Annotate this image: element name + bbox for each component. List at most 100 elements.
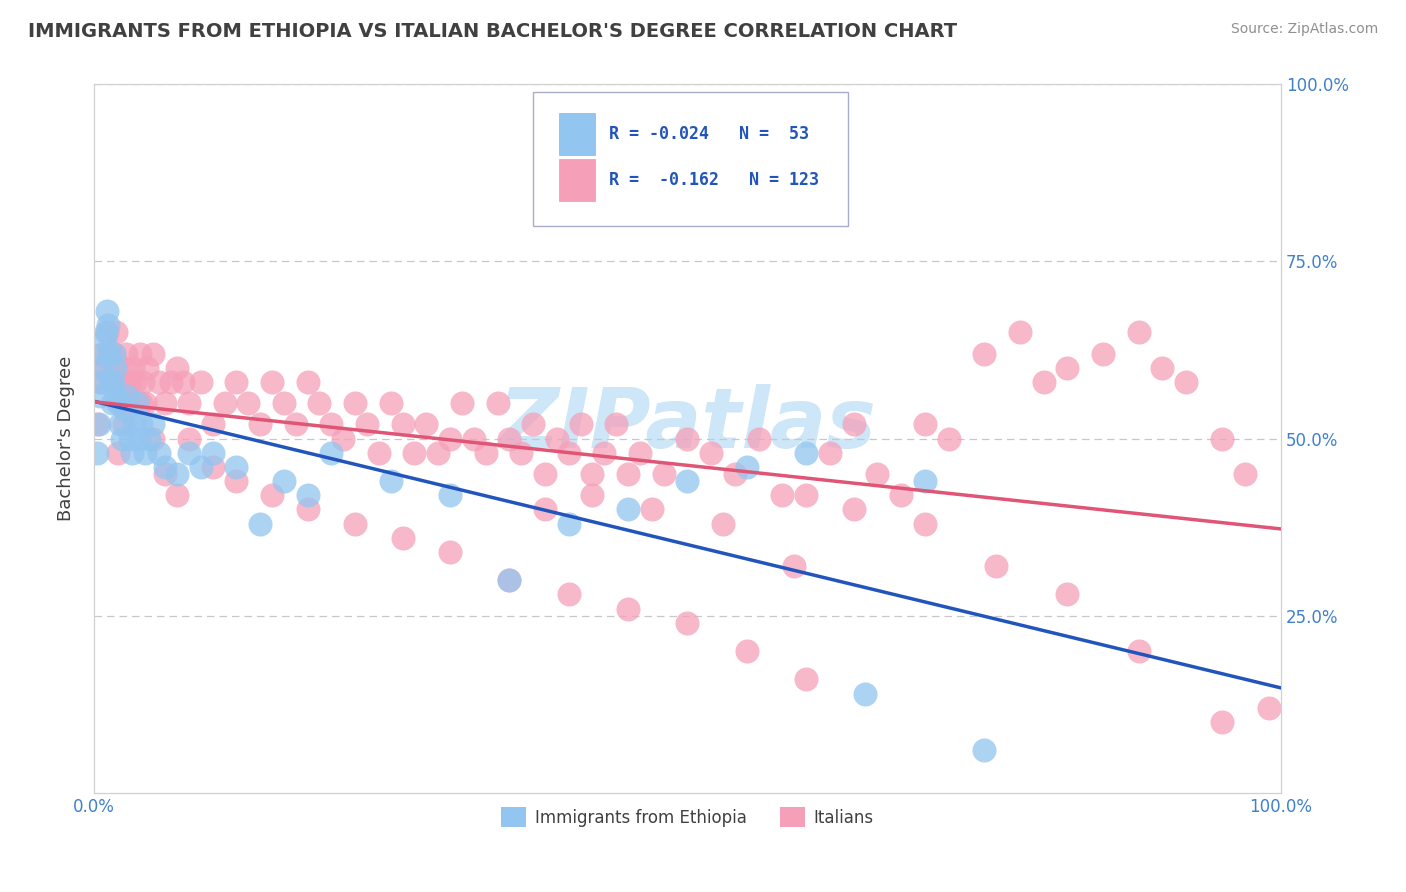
Point: [100, 396, 122, 410]
Point: [86, 417, 108, 432]
Point: [87, 417, 110, 432]
Point: [238, 396, 260, 410]
Point: [558, 516, 581, 531]
Point: [148, 446, 170, 460]
Text: R =  -0.162   N = 123: R = -0.162 N = 123: [609, 171, 820, 189]
Point: [153, 396, 176, 410]
Point: [914, 417, 936, 432]
Text: R = -0.024   N =  53: R = -0.024 N = 53: [609, 125, 808, 143]
Point: [427, 446, 450, 460]
Point: [380, 396, 402, 410]
Point: [344, 396, 367, 410]
Point: [1211, 714, 1233, 729]
Point: [160, 375, 183, 389]
Point: [391, 531, 413, 545]
FancyBboxPatch shape: [533, 92, 848, 226]
Point: [1258, 700, 1281, 714]
Point: [177, 396, 200, 410]
Point: [101, 375, 124, 389]
Point: [260, 488, 283, 502]
Point: [103, 346, 125, 360]
Point: [344, 516, 367, 531]
Point: [794, 446, 817, 460]
Point: [225, 375, 247, 389]
Point: [190, 375, 212, 389]
Point: [711, 516, 734, 531]
Point: [260, 375, 283, 389]
Point: [617, 502, 640, 516]
Point: [676, 615, 699, 630]
Point: [138, 432, 160, 446]
Point: [676, 474, 699, 488]
Point: [1234, 467, 1257, 481]
Point: [136, 360, 159, 375]
Point: [855, 686, 877, 700]
Point: [131, 417, 153, 432]
Point: [112, 360, 135, 375]
Point: [114, 403, 136, 417]
Point: [581, 488, 603, 502]
Point: [273, 396, 295, 410]
Point: [1056, 360, 1078, 375]
Point: [617, 467, 640, 481]
Text: ZIPatlas: ZIPatlas: [499, 384, 876, 465]
Point: [129, 346, 152, 360]
Point: [177, 432, 200, 446]
Point: [93, 346, 115, 360]
Point: [214, 396, 236, 410]
Point: [201, 446, 224, 460]
Point: [439, 432, 461, 446]
Point: [93, 332, 115, 346]
Point: [117, 375, 139, 389]
Point: [249, 516, 271, 531]
Point: [100, 360, 122, 375]
Point: [628, 446, 651, 460]
Point: [97, 318, 120, 333]
Point: [700, 446, 723, 460]
Point: [356, 417, 378, 432]
Point: [1175, 375, 1198, 389]
Point: [86, 446, 108, 460]
Point: [498, 432, 520, 446]
Point: [474, 446, 496, 460]
Point: [177, 446, 200, 460]
Point: [1032, 375, 1054, 389]
Point: [120, 396, 142, 410]
Point: [1152, 360, 1174, 375]
Point: [534, 467, 557, 481]
Point: [724, 467, 747, 481]
Point: [676, 432, 699, 446]
Point: [866, 467, 889, 481]
Point: [332, 432, 354, 446]
Point: [842, 417, 865, 432]
Y-axis label: Bachelor's Degree: Bachelor's Degree: [58, 356, 75, 521]
Point: [1211, 432, 1233, 446]
Point: [463, 432, 485, 446]
Point: [118, 375, 141, 389]
FancyBboxPatch shape: [560, 112, 595, 155]
Point: [91, 346, 114, 360]
Point: [794, 488, 817, 502]
Point: [89, 375, 111, 389]
Point: [91, 375, 114, 389]
Point: [842, 502, 865, 516]
Point: [98, 346, 121, 360]
Point: [134, 446, 156, 460]
Point: [249, 417, 271, 432]
Point: [107, 396, 129, 410]
Point: [735, 644, 758, 658]
Point: [225, 474, 247, 488]
Point: [166, 467, 188, 481]
Point: [593, 446, 616, 460]
Point: [914, 516, 936, 531]
Point: [201, 459, 224, 474]
Point: [148, 375, 170, 389]
Point: [914, 474, 936, 488]
Point: [1128, 326, 1150, 340]
Point: [984, 559, 1007, 574]
Point: [558, 587, 581, 601]
Point: [498, 573, 520, 587]
Legend: Immigrants from Ethiopia, Italians: Immigrants from Ethiopia, Italians: [495, 800, 880, 834]
Point: [172, 375, 194, 389]
Point: [1091, 346, 1114, 360]
